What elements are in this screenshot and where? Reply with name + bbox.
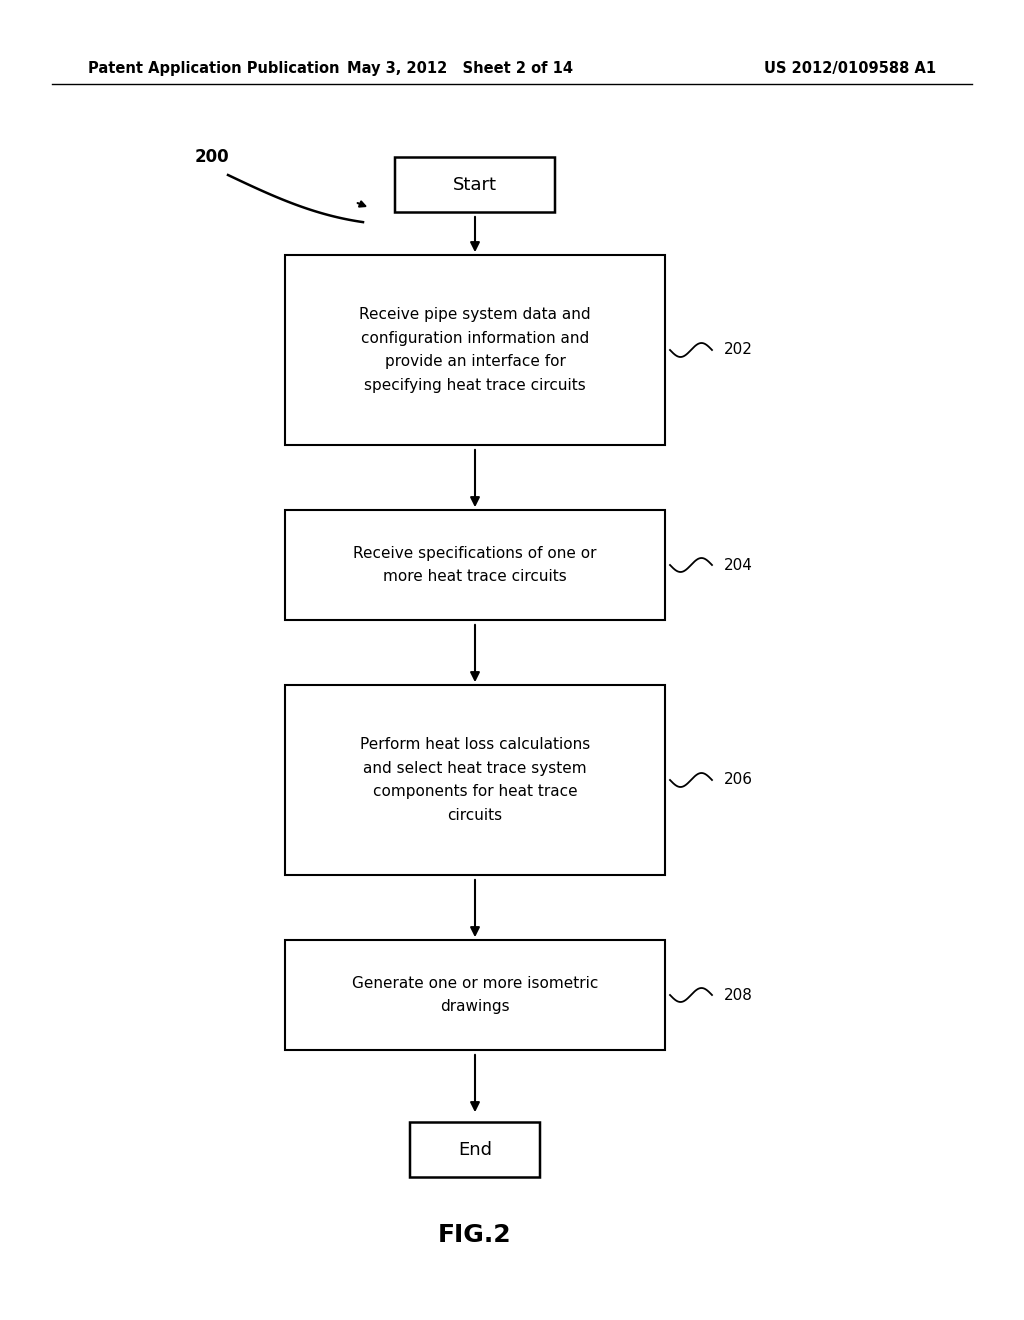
Text: May 3, 2012   Sheet 2 of 14: May 3, 2012 Sheet 2 of 14 <box>347 61 573 75</box>
Text: 202: 202 <box>724 342 753 358</box>
Text: US 2012/0109588 A1: US 2012/0109588 A1 <box>764 61 936 75</box>
Text: 204: 204 <box>724 557 753 573</box>
Bar <box>285 510 665 620</box>
Text: End: End <box>458 1140 492 1159</box>
Bar <box>285 940 665 1049</box>
Text: 206: 206 <box>724 772 753 788</box>
Text: 208: 208 <box>724 987 753 1002</box>
Text: FIG.2: FIG.2 <box>438 1224 512 1247</box>
FancyBboxPatch shape <box>395 157 555 213</box>
Text: Receive specifications of one or
more heat trace circuits: Receive specifications of one or more he… <box>353 545 597 585</box>
Text: Perform heat loss calculations
and select heat trace system
components for heat : Perform heat loss calculations and selec… <box>359 738 590 822</box>
FancyBboxPatch shape <box>410 1122 540 1177</box>
Bar <box>285 255 665 445</box>
Text: 200: 200 <box>195 148 229 166</box>
Text: Receive pipe system data and
configuration information and
provide an interface : Receive pipe system data and configurati… <box>359 308 591 392</box>
Text: Generate one or more isometric
drawings: Generate one or more isometric drawings <box>352 975 598 1014</box>
Text: Patent Application Publication: Patent Application Publication <box>88 61 340 75</box>
Bar <box>285 685 665 875</box>
Text: Start: Start <box>453 176 497 194</box>
